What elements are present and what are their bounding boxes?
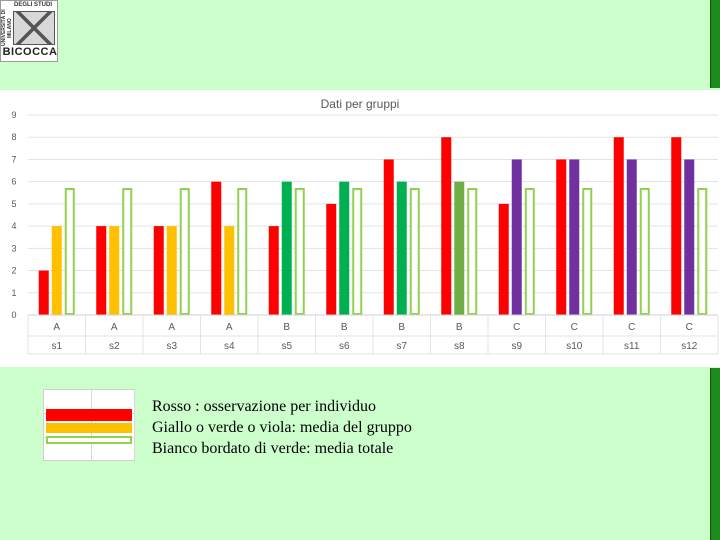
bar-series3-s9 bbox=[524, 188, 535, 315]
bar-series2-s3 bbox=[166, 226, 177, 315]
bar-series2-s10 bbox=[569, 159, 580, 315]
bar-series1-s9 bbox=[498, 203, 509, 315]
bar-series2-s2 bbox=[109, 226, 120, 315]
bar-series1-s3 bbox=[153, 226, 164, 315]
university-logo: UNIVERSITÀ DI MILANO DEGLI STUDI BICOCCA bbox=[0, 0, 58, 62]
bar-series1-s11 bbox=[613, 137, 624, 315]
bar-series2-s1 bbox=[51, 226, 62, 315]
legend-line-group: Giallo o verde o viola: media del gruppo bbox=[152, 419, 412, 436]
bar-series3-s4 bbox=[237, 188, 248, 315]
y-tick-label: 3 bbox=[11, 243, 16, 253]
legend-swatch-box bbox=[43, 389, 135, 461]
logo-name: BICOCCA bbox=[2, 46, 58, 58]
y-tick-label: 2 bbox=[11, 266, 16, 276]
bar-series1-s5 bbox=[268, 226, 279, 315]
category-label: s8 bbox=[454, 341, 465, 352]
y-tick-label: 0 bbox=[11, 310, 16, 320]
bar-series1-s12 bbox=[671, 137, 682, 315]
group-label: C bbox=[513, 322, 520, 333]
bar-chart: Dati per gruppi 0 1 2 3 4 5 6 7 8 9 As1 As2 As3 As4 Bs… bbox=[11, 97, 719, 355]
category-label: s10 bbox=[566, 341, 583, 352]
category-label: s6 bbox=[339, 341, 350, 352]
bar-series2-s6 bbox=[339, 181, 350, 315]
legend-line-red: Rosso : osservazione per individuo bbox=[152, 398, 376, 415]
category-label: s1 bbox=[51, 341, 62, 352]
bar-series1-s10 bbox=[556, 159, 567, 315]
bar-series1-s2 bbox=[96, 226, 107, 315]
bar-series1-s1 bbox=[38, 270, 49, 315]
legend-line-total: Bianco bordato di verde: media totale bbox=[152, 440, 394, 457]
y-tick-label: 5 bbox=[11, 199, 16, 209]
category-label: s7 bbox=[396, 341, 407, 352]
legend-yellow-swatch bbox=[46, 423, 132, 433]
bar-series3-s6 bbox=[352, 188, 363, 315]
bar-series2-s12 bbox=[684, 159, 695, 315]
group-label: B bbox=[456, 322, 463, 333]
group-label: C bbox=[686, 322, 693, 333]
chart-title: Dati per gruppi bbox=[321, 97, 400, 111]
group-label: A bbox=[168, 322, 175, 333]
bar-series2-s4 bbox=[224, 226, 235, 315]
bar-series2-s9 bbox=[511, 159, 522, 315]
y-tick-label: 4 bbox=[11, 221, 16, 231]
logo-emblem-icon bbox=[13, 11, 55, 45]
legend-green-outline-swatch bbox=[46, 436, 132, 444]
bar-series1-s7 bbox=[383, 159, 394, 315]
bar-series1-s4 bbox=[211, 181, 222, 315]
category-label: s2 bbox=[109, 341, 120, 352]
y-tick-label: 1 bbox=[11, 288, 16, 298]
category-label: s4 bbox=[224, 341, 235, 352]
legend-text: Rosso : osservazione per individuo Giall… bbox=[152, 396, 412, 459]
y-tick-label: 6 bbox=[11, 177, 16, 187]
bar-series2-s5 bbox=[281, 181, 292, 315]
bar-series2-s8 bbox=[454, 181, 465, 315]
bar-series3-s1 bbox=[64, 188, 75, 315]
y-tick-label: 8 bbox=[11, 132, 16, 142]
group-label: C bbox=[571, 322, 578, 333]
bar-series2-s7 bbox=[396, 181, 407, 315]
y-tick-label: 7 bbox=[11, 154, 16, 164]
group-label: A bbox=[53, 322, 60, 333]
group-label: A bbox=[226, 322, 233, 333]
bar-series3-s5 bbox=[294, 188, 305, 315]
logo-top-text: DEGLI STUDI bbox=[14, 2, 53, 8]
legend-red-swatch bbox=[46, 409, 132, 421]
category-label: s9 bbox=[511, 341, 522, 352]
group-label: C bbox=[628, 322, 635, 333]
bar-series3-s2 bbox=[122, 188, 133, 315]
category-label: s11 bbox=[624, 341, 640, 352]
bar-series3-s12 bbox=[697, 188, 708, 315]
bar-series3-s8 bbox=[467, 188, 478, 315]
bar-series3-s11 bbox=[639, 188, 650, 315]
right-decoration-top bbox=[710, 0, 720, 88]
right-decoration-bottom bbox=[710, 368, 720, 540]
bar-series3-s7 bbox=[409, 188, 420, 315]
bar-series2-s11 bbox=[626, 159, 637, 315]
bar-series3-s10 bbox=[582, 188, 593, 315]
group-label: B bbox=[283, 322, 290, 333]
bar-series1-s8 bbox=[441, 137, 452, 315]
category-label: s3 bbox=[166, 341, 177, 352]
category-label: s12 bbox=[681, 341, 698, 352]
category-label: s5 bbox=[281, 341, 292, 352]
group-label: B bbox=[398, 322, 405, 333]
bar-series3-s3 bbox=[179, 188, 190, 315]
y-tick-label: 9 bbox=[11, 110, 16, 120]
logo-side-text: UNIVERSITÀ DI MILANO bbox=[1, 9, 13, 47]
bar-series1-s6 bbox=[326, 203, 337, 315]
group-label: B bbox=[341, 322, 348, 333]
group-label: A bbox=[111, 322, 118, 333]
